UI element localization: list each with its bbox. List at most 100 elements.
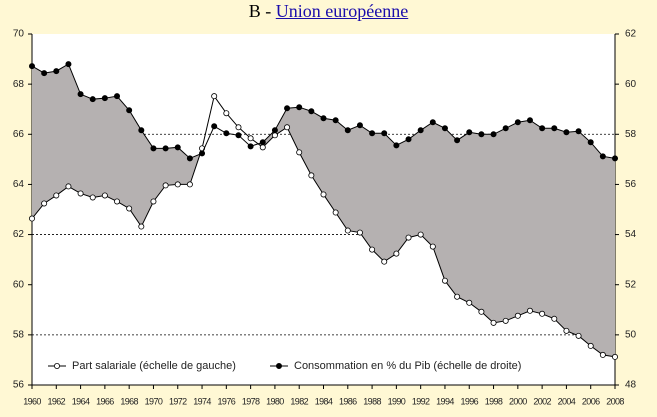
x-tick-label: 2002 [533,396,551,406]
point [77,190,84,197]
point [369,246,376,253]
point [405,136,412,143]
point [138,223,145,230]
point [53,68,60,75]
point [332,209,339,216]
x-tick-label: 1990 [388,396,406,406]
point [284,124,291,131]
point [466,299,473,306]
point [514,119,521,126]
x-tick-label: 2008 [606,396,624,406]
point [612,155,619,162]
point [381,130,388,137]
x-tick-label: 1966 [96,396,114,406]
point [114,93,121,100]
x-tick-label: 1976 [218,396,236,406]
point [77,91,84,98]
point [344,127,351,134]
point [429,119,436,126]
point [223,110,230,117]
y-tick-label: 68 [13,79,25,90]
point [599,351,606,358]
legend-label: Part salariale (échelle de gauche) [72,360,236,372]
point [502,125,509,132]
point [308,108,315,115]
legend-label: Consommation en % du Pib (échelle de dro… [294,360,521,372]
x-tick-label: 1994 [436,396,454,406]
point [599,153,606,160]
point [563,129,570,136]
x-tick-label: 1980 [266,396,284,406]
gap-area [32,64,201,227]
x-tick-label: 1986 [339,396,357,406]
x-tick-label: 1974 [193,396,211,406]
point [417,127,424,134]
x-tick-label: 1988 [363,396,381,406]
legend-marker [275,362,282,369]
point [369,130,376,137]
point [551,125,558,132]
point [344,227,351,234]
x-tick-label: 1978 [242,396,260,406]
point [478,308,485,315]
point [381,258,388,265]
point [41,200,48,207]
y2-tick-label: 56 [625,179,637,190]
point [296,149,303,156]
y2-tick-label: 60 [625,79,637,90]
point [417,231,424,238]
point [247,135,254,142]
point [271,132,278,139]
x-tick-label: 1960 [23,396,41,406]
point [320,191,327,198]
point [126,205,133,212]
point [454,137,461,144]
point [211,123,218,130]
x-tick-label: 2006 [582,396,600,406]
point [454,293,461,300]
point [393,142,400,149]
y-tick-label: 58 [13,329,25,340]
y-tick-label: 60 [13,279,25,290]
y-tick-label: 56 [13,380,25,391]
point [162,145,169,152]
y-tick-label: 62 [13,229,25,240]
point [539,125,546,132]
point [296,104,303,111]
point [490,319,497,326]
title-prefix: B - [248,1,276,21]
point [53,192,60,199]
point [89,194,96,201]
point [186,155,193,162]
x-tick-label: 1984 [315,396,333,406]
point [587,342,594,349]
y2-tick-label: 62 [625,29,637,40]
y-tick-label: 70 [13,29,25,40]
point [223,130,230,137]
x-tick-label: 2004 [558,396,576,406]
x-tick-label: 1996 [460,396,478,406]
x-tick-label: 1972 [169,396,187,406]
x-tick-label: 1964 [72,396,90,406]
x-tick-label: 1962 [47,396,65,406]
point [539,310,546,317]
title-link[interactable]: Union européenne [275,1,409,21]
point [332,117,339,124]
point [612,353,619,360]
point [441,125,448,132]
point [89,96,96,103]
x-tick-label: 1998 [485,396,503,406]
point [284,105,291,112]
point [271,127,278,134]
point [247,143,254,150]
point [526,117,533,124]
point [199,150,206,157]
point [308,172,315,179]
point [138,127,145,134]
point [235,124,242,131]
point [65,183,72,190]
point [101,95,108,102]
x-tick-label: 1992 [412,396,430,406]
